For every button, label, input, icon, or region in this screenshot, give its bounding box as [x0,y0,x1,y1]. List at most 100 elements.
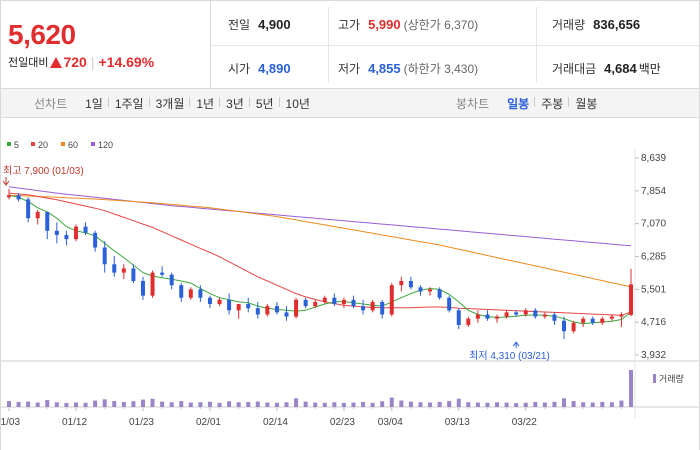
period-3y[interactable]: 3년 [219,95,250,112]
candle-body [313,301,318,307]
amount-value: 4,684 [604,61,637,76]
volume-bars: 거래량 [7,370,684,407]
candle-body [83,226,88,233]
candle-body [255,308,260,315]
y-tick-label: 7,070 [641,219,666,230]
x-tick-label: 01/03 [1,417,20,428]
volume-bar [456,398,461,407]
volume-bar [322,402,327,407]
period-3m[interactable]: 3개월 [148,95,191,112]
amount-unit: 백만 [638,62,661,76]
min-price-label: 최저 4,310 (03/21) [469,350,550,362]
candle-body [571,322,576,332]
change-row: 전일대비 720 | +14.69% [8,54,154,70]
grid [1,148,699,418]
volume-legend-swatch [653,374,656,383]
period-weekly[interactable]: 주봉 [534,95,569,112]
volume-bar [265,402,270,407]
divider: | [90,54,95,70]
candle-body [466,318,471,325]
period-1y[interactable]: 1년 [189,95,220,112]
candle-body [16,195,21,200]
volume-bar [629,370,633,407]
candle-body [552,314,557,321]
candle-body [361,306,366,311]
x-tick-label: 01/23 [129,417,154,428]
annotations: 최고 7,900 (01/03) 최저 4,310 (03/21) [2,165,550,362]
candle-body [188,289,193,298]
candle-body [504,312,509,317]
volume-bar [303,401,308,407]
period-monthly[interactable]: 월봉 [568,95,603,112]
volume-bar [255,401,260,407]
candle-periods: 봉차트 일봉 주봉 월봉 [456,89,603,118]
volume-bar [332,402,337,407]
volume-bar [485,402,490,407]
divider [211,45,699,46]
volume-bar [562,398,567,407]
x-tick-label: 01/12 [62,417,87,428]
volume-bar [619,400,624,407]
candle-body [475,314,480,319]
volume-bar [169,402,174,407]
candle-body [456,310,461,325]
period-10y[interactable]: 10년 [278,95,316,112]
candle-body [341,299,346,305]
candle-body [217,299,222,305]
upper-limit: (상한가 6,370) [403,18,479,32]
volume: 거래량 836,656 [552,16,640,33]
candle-body [112,264,117,273]
open-price: 시가 4,890 [228,60,291,77]
candle-body [265,306,270,315]
period-5y[interactable]: 5년 [248,95,280,112]
volume-bar [514,403,519,407]
volume-bar [504,402,509,407]
volume-bar [150,398,155,407]
high-price: 고가 5,990 (상한가 6,370) [338,16,478,33]
volume-bar [198,402,203,407]
low-label: 저가 [338,62,361,76]
volume-bar [121,401,126,407]
y-tick-label: 4,716 [641,317,666,328]
candle-body [609,316,614,319]
volume-bar [294,398,299,407]
line-chart-label: 선차트 [34,97,68,111]
candle-body [399,281,404,286]
candle-body [523,310,528,315]
legend-label: 5 [14,140,19,150]
volume-bar [351,402,356,407]
x-tick-label: 02/01 [196,417,221,428]
high-label: 고가 [338,18,361,32]
divider [536,7,537,83]
candle-body [408,281,413,288]
volume-bar [227,401,232,407]
volume-label: 거래량 [552,18,586,32]
volume-bar [542,402,547,407]
candle-chart-label: 봉차트 [456,97,490,111]
prev-close-value: 4,900 [258,17,291,32]
volume-bar [179,401,184,407]
stock-chart: 5 20 60 120 최고 7,900 (01/03) 최저 4,310 (03/21… [0,118,700,450]
legend-swatch [91,142,95,146]
volume-bar [447,401,452,407]
volume-bar [581,402,586,407]
period-daily[interactable]: 일봉 [507,97,530,111]
candle-body [207,297,212,305]
amount-label: 거래대금 [552,62,597,76]
candle-body [227,299,232,311]
volume-bar [380,401,385,407]
candle-body [294,299,299,317]
period-1w[interactable]: 1주일 [107,95,150,112]
period-1d[interactable]: 1일 [85,97,103,111]
volume-bar [93,400,98,407]
volume-bar [389,397,394,407]
period-bar: 선차트 1일 1주일 3개월 1년 3년 5년 10년 봉차트 일봉 주봉 월봉 [0,89,700,118]
candle-body [35,211,40,219]
candle-body [322,297,327,302]
ma20-line [8,192,632,316]
volume-bar [399,400,404,407]
candle-body [495,316,500,319]
candle-body [542,314,547,317]
x-tick-label: 03/22 [512,417,537,428]
volume-bar [495,402,500,407]
